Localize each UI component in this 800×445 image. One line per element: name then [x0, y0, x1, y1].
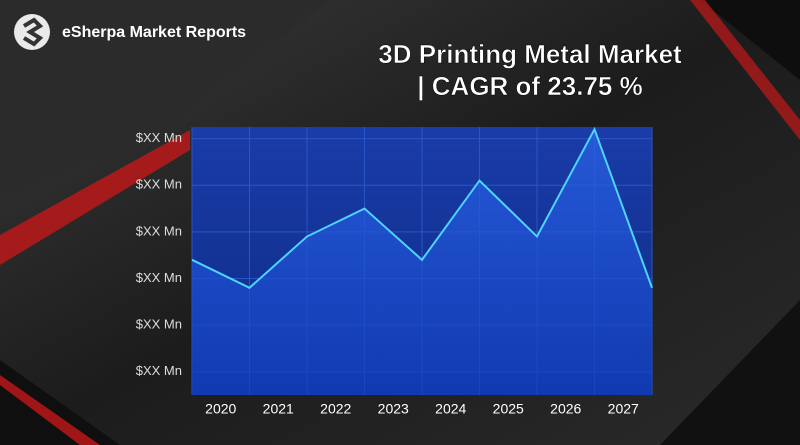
- y-tick-label: $XX Mn: [136, 363, 182, 378]
- decor: [700, 0, 800, 80]
- x-tick-label: 2024: [435, 401, 466, 417]
- y-tick-label: $XX Mn: [136, 317, 182, 332]
- decor: [0, 130, 190, 265]
- y-tick-label: $XX Mn: [136, 130, 182, 145]
- x-tick-label: 2021: [263, 401, 294, 417]
- y-tick-label: $XX Mn: [136, 177, 182, 192]
- brand: eSherpa Market Reports: [62, 24, 246, 41]
- area: [192, 129, 652, 395]
- chart-subtitle: | CAGR of 23.75 %: [417, 71, 642, 101]
- decor: [0, 375, 100, 445]
- chart-title: 3D Printing Metal Market: [378, 39, 682, 69]
- y-tick-label: $XX Mn: [136, 223, 182, 238]
- y-tick-label: $XX Mn: [136, 270, 182, 285]
- line: [191, 126, 653, 289]
- decor: [0, 360, 120, 445]
- x-tick-label: 2022: [320, 401, 351, 417]
- decor: [0, 0, 330, 200]
- decor: [660, 300, 800, 445]
- x-tick-label: 2027: [608, 401, 639, 417]
- x-tick-label: 2026: [550, 401, 581, 417]
- logo: [14, 14, 50, 50]
- x-tick-label: 2025: [493, 401, 524, 417]
- x-tick-label: 2020: [205, 401, 236, 417]
- x-tick-label: 2023: [378, 401, 409, 417]
- decor: [690, 0, 800, 140]
